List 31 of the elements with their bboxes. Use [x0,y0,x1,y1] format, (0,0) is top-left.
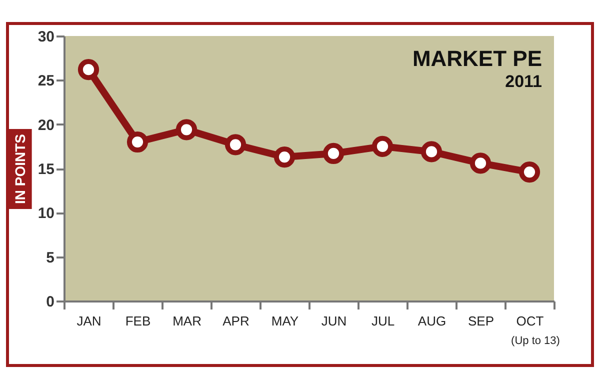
text: MARKET PE [412,46,542,71]
point [518,161,540,183]
y-tick-label: 15 [38,161,54,178]
y-tick-label: 5 [46,249,54,266]
point [78,59,100,80]
text: 2011 [505,72,542,91]
point [176,119,198,140]
point [274,146,296,168]
x-tick-label: MAY [271,314,299,328]
x-tick-label: FEB [125,314,151,328]
x-tick-label: SEP [468,314,494,328]
y-tick-label: 0 [46,294,54,310]
x-tick-label: APR [222,314,250,328]
text: (Up to 13) [511,335,560,347]
x-tick-label: OCT [516,314,544,328]
y-tick-label: 25 [38,72,54,90]
point [372,136,394,157]
y-tick-label: 10 [38,205,54,222]
point [126,131,148,153]
x-tick-label: JAN [76,314,102,328]
y-tick-label: 20 [38,116,54,134]
point [470,152,492,174]
point [420,141,442,162]
y-tick-label: 30 [38,28,54,46]
x-tick-label: JUN [321,314,347,328]
point [224,134,246,156]
point [322,142,344,164]
x-tick-label: AUG [418,314,446,328]
y-axis-title: IN POINTS [12,134,28,204]
x-tick-label: MAR [172,314,202,328]
x-tick-label: JUL [371,314,395,328]
